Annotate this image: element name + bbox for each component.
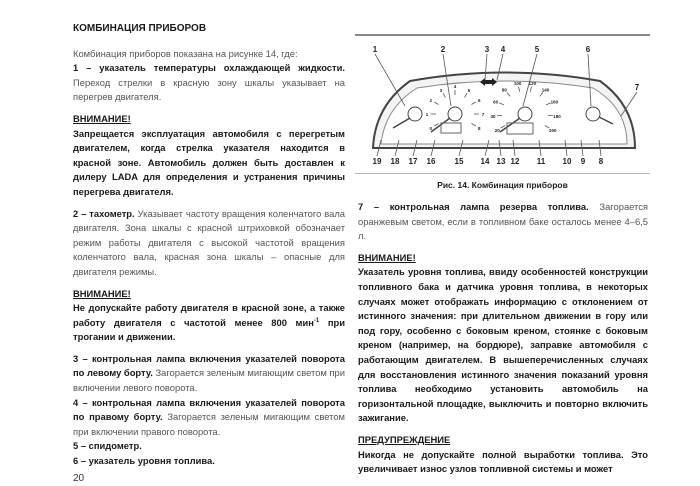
speedometer-tick-label: 20 — [495, 128, 501, 133]
callout-1: 1 — [373, 45, 378, 54]
page-number: 20 — [73, 472, 345, 486]
item-2: 2 – тахометр. Указывает частоту вращения… — [73, 207, 345, 280]
warning-3-title: ВНИМАНИЕ! — [358, 251, 648, 266]
speedometer-tick-label: 200 — [549, 128, 557, 133]
item-7: 7 – контрольная лампа резерва топлива. З… — [358, 200, 648, 244]
callout-12: 12 — [511, 157, 520, 166]
item-7-heading: 7 – контрольная лампа резерва топлива. — [358, 201, 589, 212]
item-1-text: Переход стрелки в красную зону шкалы ука… — [73, 77, 345, 103]
caution-text: Никогда не допускайте полной выработки т… — [358, 448, 648, 477]
warning-1-text: Запрещается эксплуатация автомобиля с пе… — [73, 127, 345, 200]
callout-19: 19 — [373, 157, 382, 166]
callout-8: 8 — [599, 157, 604, 166]
item-1-heading: 1 – указатель температуры охлаждающей жи… — [73, 62, 345, 73]
callout-5: 5 — [535, 45, 540, 54]
item-1: 1 – указатель температуры охлаждающей жи… — [73, 61, 345, 105]
intro-text: Комбинация приборов показана на рисунке … — [73, 47, 345, 62]
speedometer-tick-label: 160 — [551, 99, 559, 104]
item-6: 6 – указатель уровня топлива. — [73, 454, 345, 469]
callout-15: 15 — [455, 157, 464, 166]
callout-18: 18 — [391, 157, 400, 166]
callout-16: 16 — [427, 157, 436, 166]
left-column: КОМБИНАЦИЯ ПРИБОРОВ Комбинация приборов … — [73, 22, 345, 486]
callout-4: 4 — [501, 45, 506, 54]
callout-17: 17 — [409, 157, 418, 166]
right-column: 7 – контрольная лампа резерва топлива. З… — [358, 200, 648, 477]
speedometer-tick-label: 60 — [493, 99, 499, 104]
callout-leader-1 — [375, 54, 405, 106]
warning-1-title: ВНИМАНИЕ! — [73, 112, 345, 127]
speedometer-tick-label: 100 — [514, 81, 522, 86]
callout-11: 11 — [537, 157, 546, 166]
callout-6: 6 — [586, 45, 591, 54]
speedometer-tick-label: 80 — [502, 87, 508, 92]
speedometer-tick-label: 140 — [542, 87, 550, 92]
callout-14: 14 — [481, 157, 490, 166]
callout-13: 13 — [497, 157, 506, 166]
warning-2-text: Не допускайте работу двигателя в красной… — [73, 301, 345, 345]
callout-3: 3 — [485, 45, 490, 54]
callout-2: 2 — [441, 45, 446, 54]
speedometer-tick-label: 40 — [491, 114, 497, 119]
section-title: КОМБИНАЦИЯ ПРИБОРОВ — [73, 22, 345, 37]
warning-2-text-a: Не допускайте работу двигателя в красной… — [73, 302, 345, 328]
speedometer-tick-label: 180 — [553, 114, 561, 119]
caution-title: ПРЕДУПРЕЖДЕНИЕ — [358, 433, 648, 448]
callout-10: 10 — [563, 157, 572, 166]
warning-3-text: Указатель уровня топлива, ввиду особенно… — [358, 265, 648, 426]
warning-2-title: ВНИМАНИЕ! — [73, 287, 345, 302]
callout-9: 9 — [581, 157, 586, 166]
item-4: 4 – контрольная лампа включения указател… — [73, 396, 345, 440]
item-5: 5 – спидометр. — [73, 439, 345, 454]
item-3: 3 – контрольная лампа включения указател… — [73, 352, 345, 396]
callout-7: 7 — [635, 83, 640, 92]
item-2-heading: 2 – тахометр. — [73, 208, 135, 219]
figure-caption: Рис. 14. Комбинация приборов — [355, 180, 650, 190]
